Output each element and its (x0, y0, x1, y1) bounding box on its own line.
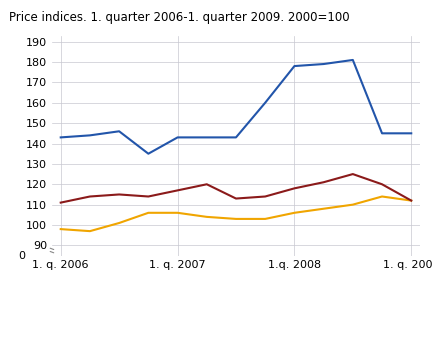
Legend: Imports excl.
ships and oil
platforms, Exports excl.
crude oil and
natural gas, : Imports excl. ships and oil platforms, E… (71, 353, 401, 355)
Text: Price indices. 1. quarter 2006-1. quarter 2009. 2000=100: Price indices. 1. quarter 2006-1. quarte… (9, 11, 349, 24)
Text: 0: 0 (19, 251, 26, 261)
